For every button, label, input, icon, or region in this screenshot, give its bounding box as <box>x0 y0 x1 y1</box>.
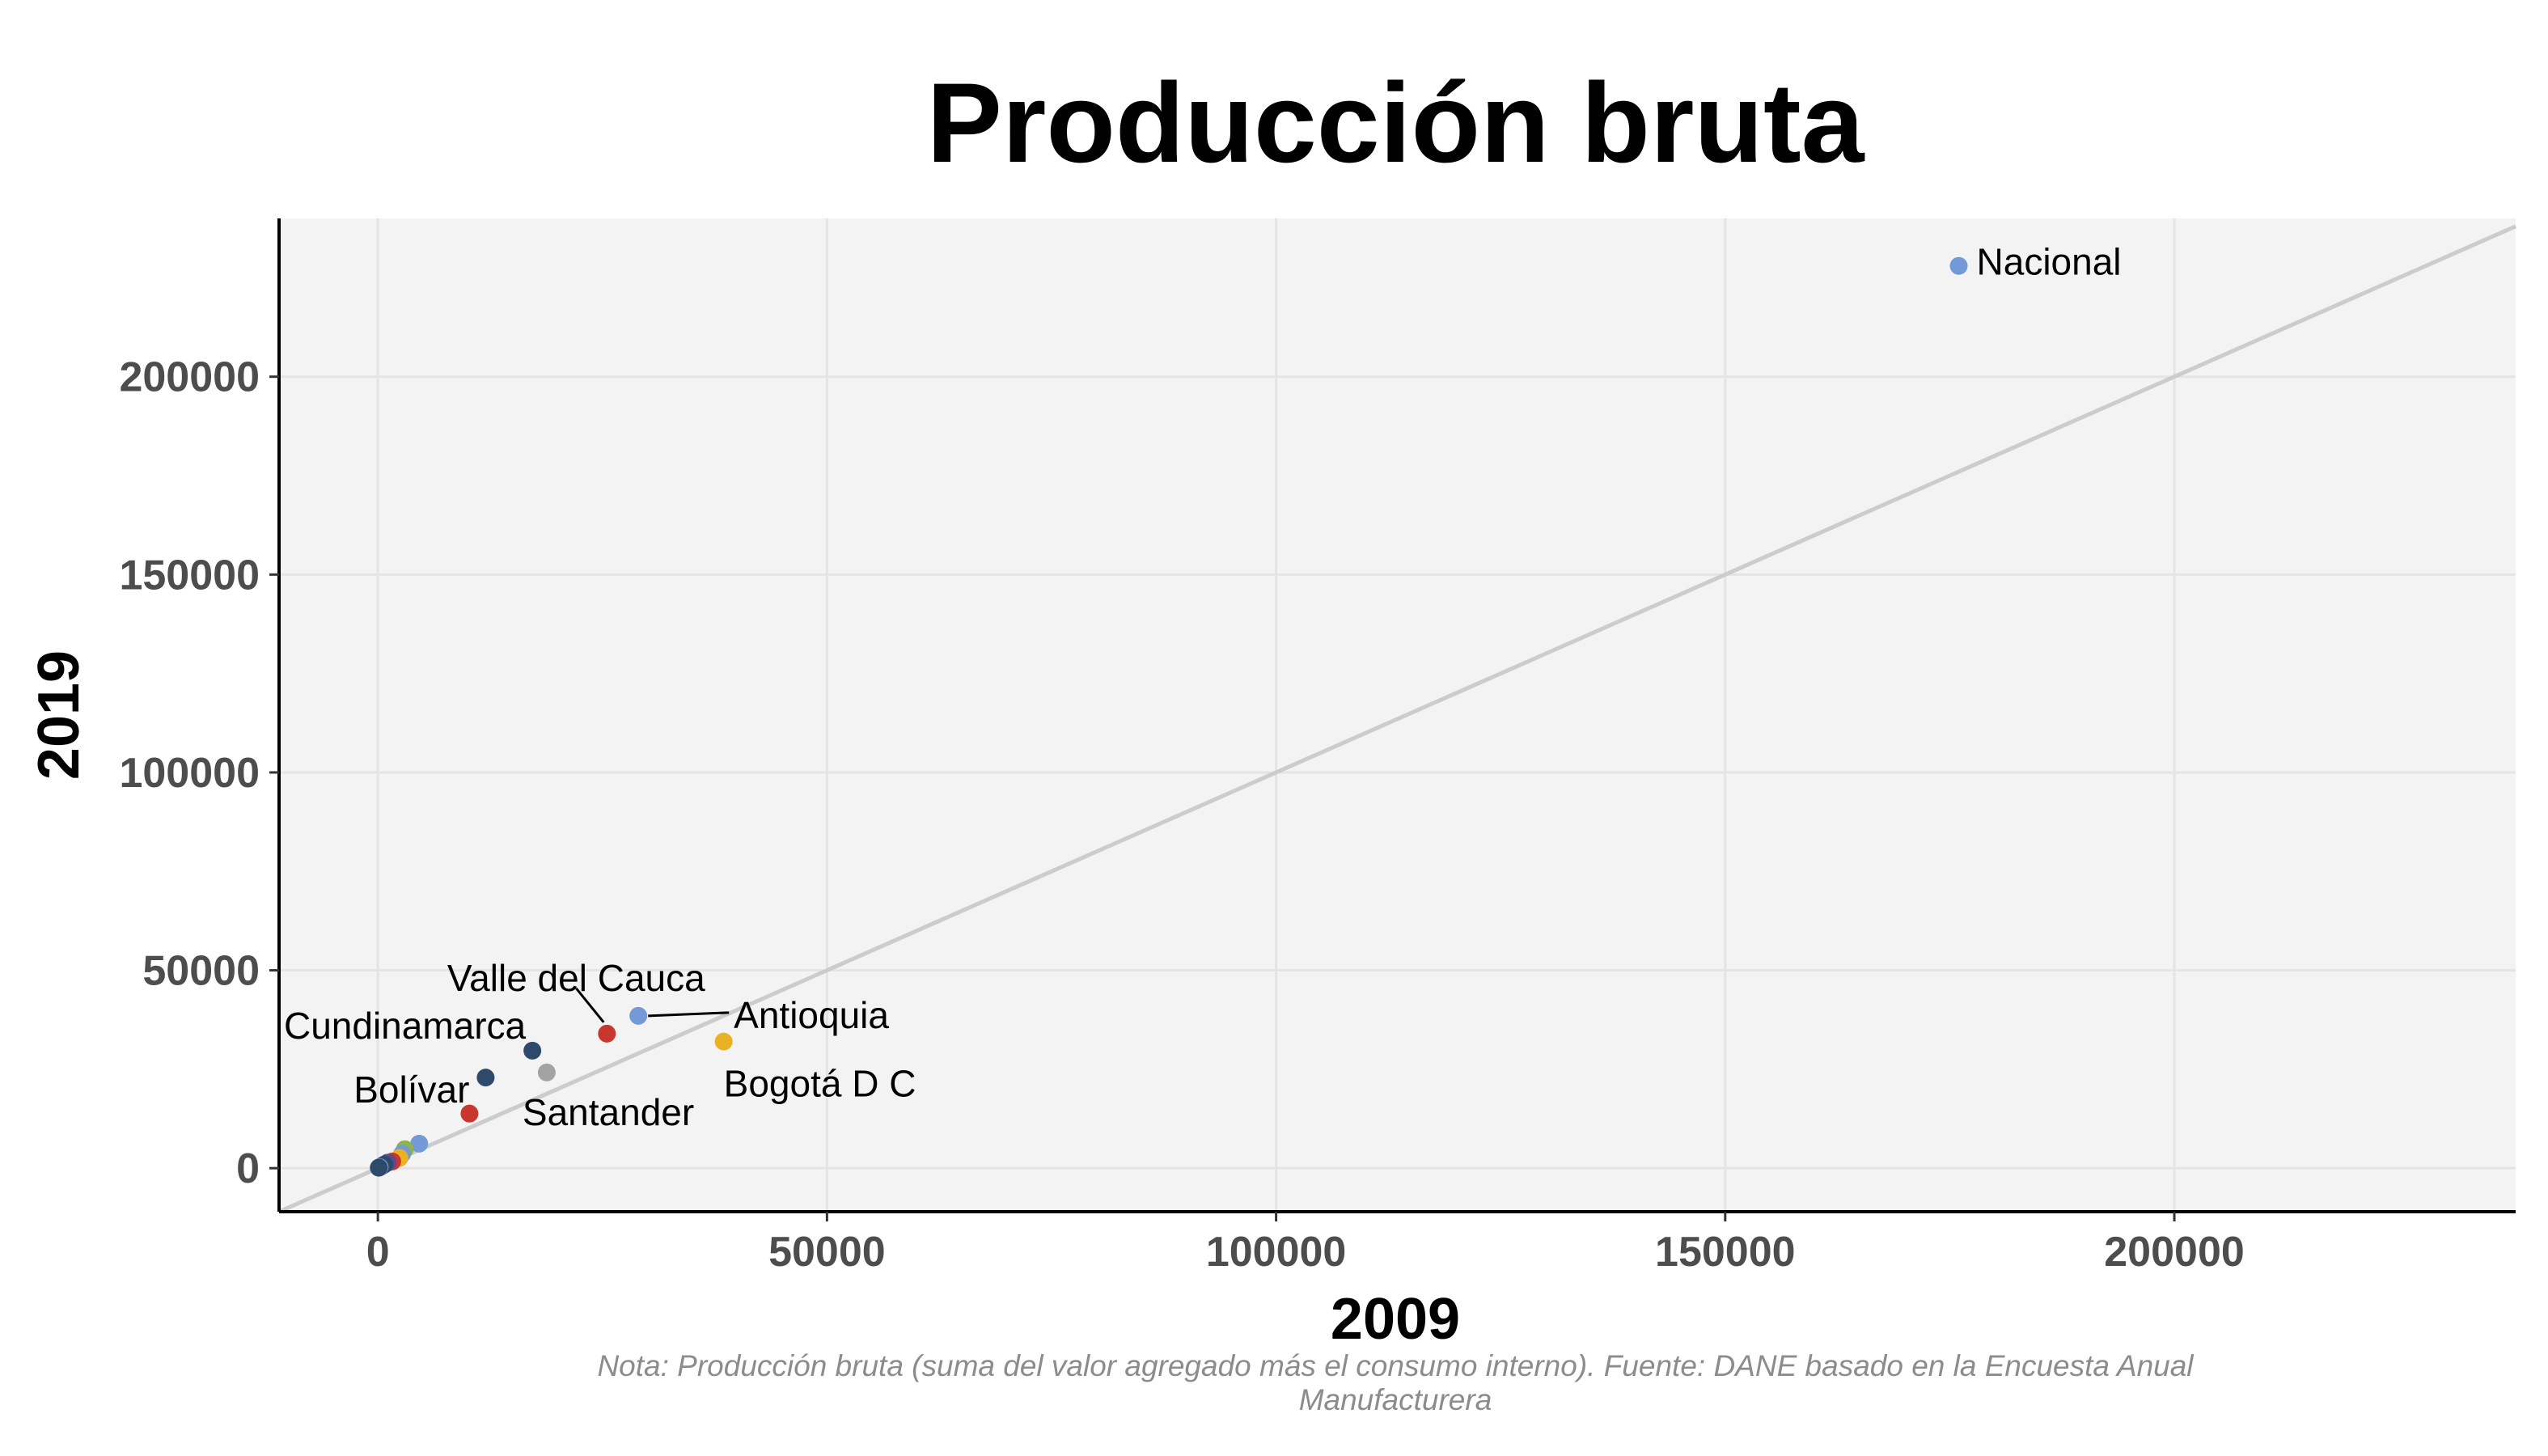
data-point-8 <box>410 1134 429 1153</box>
point-label-6: Bolívar <box>353 1069 469 1111</box>
label-connectors <box>575 987 730 1023</box>
x-axis-label: 2009 <box>1331 1287 1460 1352</box>
data-point-3 <box>598 1024 616 1043</box>
data-point-5 <box>523 1041 542 1060</box>
point-label-2: Antioquia <box>734 994 889 1036</box>
x-tick-label: 50000 <box>768 1229 886 1276</box>
y-axis-label: 2019 <box>27 650 91 780</box>
y-axis-ticks: 0 50000 100000 150000 200000 <box>119 354 279 1192</box>
x-tick-label: 150000 <box>1655 1229 1796 1276</box>
data-point-4 <box>537 1063 556 1081</box>
data-point-7 <box>460 1104 479 1123</box>
data-point-1 <box>714 1032 733 1051</box>
x-axis-ticks: 0 50000 100000 150000 200000 <box>366 1212 2245 1276</box>
source-note: Nota: Producción bruta (suma del valor a… <box>597 1349 2194 1416</box>
point-label-5: Cundinamarca <box>284 1005 527 1047</box>
data-points <box>370 256 1968 1177</box>
x-tick-label: 200000 <box>2104 1229 2245 1276</box>
data-point-0 <box>1949 256 1968 275</box>
point-label-3: Valle del Cauca <box>447 957 705 999</box>
y-tick-label: 100000 <box>119 750 260 797</box>
point-label-4: Santander <box>523 1091 694 1133</box>
point-labels: Nacional Bogotá D C Antioquia Valle del Cau… <box>284 241 2122 1133</box>
y-tick-label: 150000 <box>119 552 260 599</box>
reference-line-y-equals-x <box>277 224 2517 1214</box>
point-label-1: Bogotá D C <box>724 1063 916 1105</box>
connector-valle-del-cauca <box>575 987 605 1023</box>
connector-antioquia <box>648 1011 730 1018</box>
y-tick-label: 0 <box>236 1145 260 1192</box>
data-point-2 <box>629 1006 648 1025</box>
point-label-0: Nacional <box>1977 241 2122 283</box>
x-tick-label: 0 <box>366 1229 390 1276</box>
x-tick-label: 100000 <box>1206 1229 1347 1276</box>
data-point-6 <box>476 1069 495 1087</box>
data-point-17 <box>370 1158 388 1177</box>
y-tick-label: 50000 <box>142 948 260 995</box>
grid-lines <box>279 218 2516 1212</box>
chart-title: Producción bruta <box>927 59 1865 186</box>
y-tick-label: 200000 <box>119 354 260 401</box>
